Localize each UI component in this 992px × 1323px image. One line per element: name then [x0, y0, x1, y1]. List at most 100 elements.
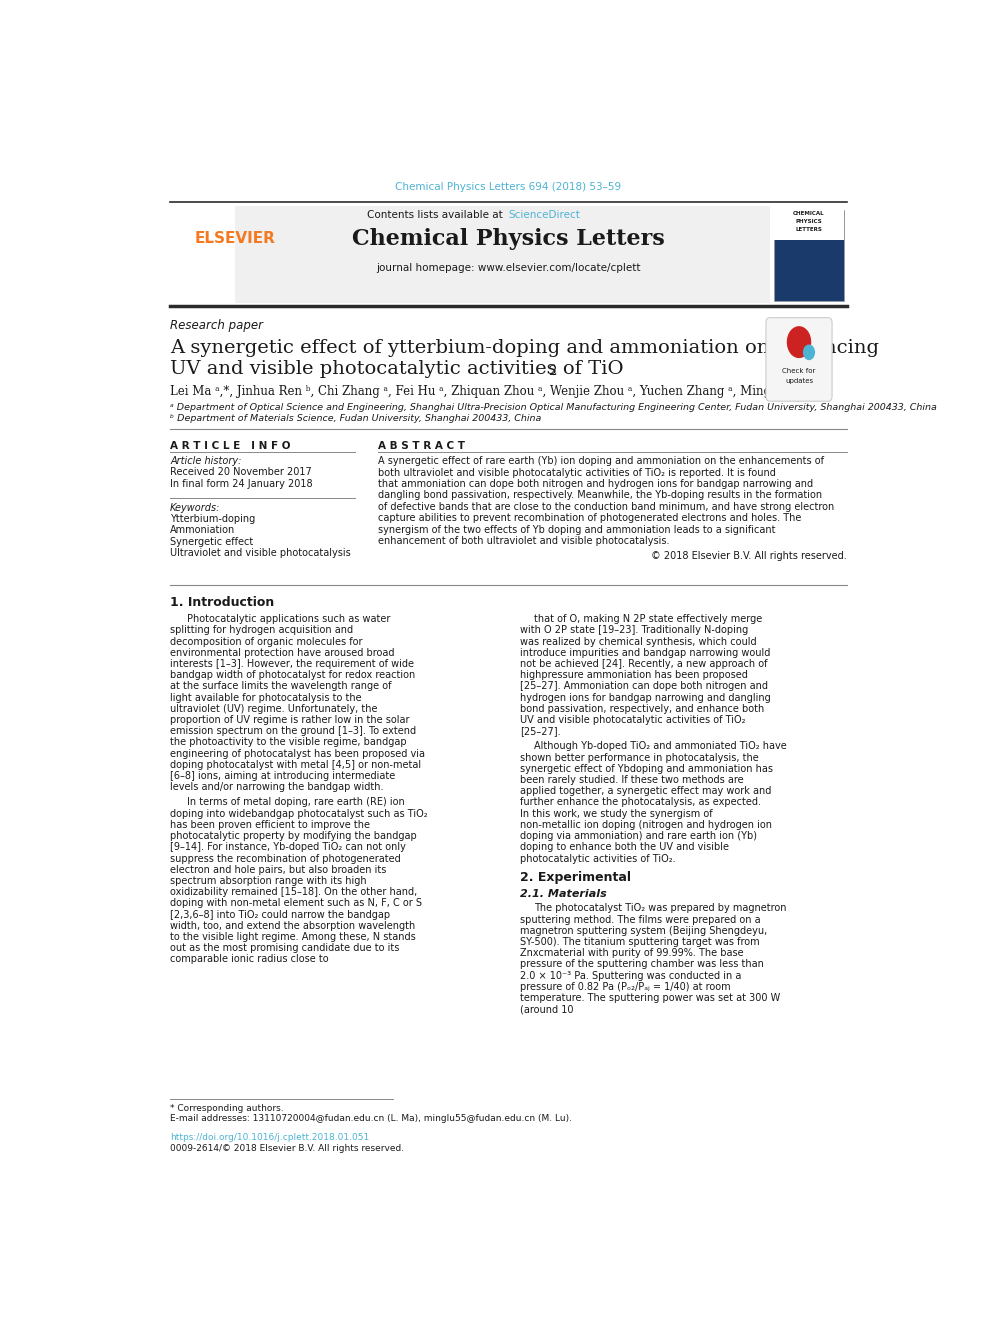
Text: hydrogen ions for bandgap narrowing and dangling: hydrogen ions for bandgap narrowing and …: [520, 692, 771, 703]
Text: ultraviolet (UV) regime. Unfortunately, the: ultraviolet (UV) regime. Unfortunately, …: [171, 704, 378, 714]
Text: not be achieved [24]. Recently, a new approach of: not be achieved [24]. Recently, a new ap…: [520, 659, 768, 669]
Text: synergism of the two effects of Yb doping and ammoniation leads to a significant: synergism of the two effects of Yb dopin…: [378, 525, 775, 534]
Text: spectrum absorption range with its high: spectrum absorption range with its high: [171, 876, 367, 886]
Text: photocatalytic property by modifying the bandgap: photocatalytic property by modifying the…: [171, 831, 417, 841]
Text: * Corresponding authors.: * Corresponding authors.: [171, 1105, 284, 1113]
Text: dangling bond passivation, respectively. Meanwhile, the Yb-doping results in the: dangling bond passivation, respectively.…: [378, 491, 821, 500]
Text: E-mail addresses: 13110720004@fudan.edu.cn (L. Ma), minglu55@fudan.edu.cn (M. Lu: E-mail addresses: 13110720004@fudan.edu.…: [171, 1114, 572, 1123]
Text: LETTERS: LETTERS: [796, 228, 822, 232]
Text: decomposition of organic molecules for: decomposition of organic molecules for: [171, 636, 363, 647]
Text: ELSEVIER: ELSEVIER: [194, 230, 276, 246]
Text: environmental protection have aroused broad: environmental protection have aroused br…: [171, 648, 395, 658]
Text: Chemical Physics Letters 694 (2018) 53–59: Chemical Physics Letters 694 (2018) 53–5…: [396, 183, 621, 192]
Text: [2,3,6–8] into TiO₂ could narrow the bandgap: [2,3,6–8] into TiO₂ could narrow the ban…: [171, 909, 390, 919]
FancyBboxPatch shape: [774, 209, 844, 302]
Text: In terms of metal doping, rare earth (RE) ion: In terms of metal doping, rare earth (RE…: [187, 798, 405, 807]
Text: doping into widebandgap photocatalyst such as TiO₂: doping into widebandgap photocatalyst su…: [171, 808, 428, 819]
Text: journal homepage: www.elsevier.com/locate/cplett: journal homepage: www.elsevier.com/locat…: [376, 263, 641, 273]
Text: both ultraviolet and visible photocatalytic activities of TiO₂ is reported. It i: both ultraviolet and visible photocataly…: [378, 467, 776, 478]
Text: shown better performance in photocatalysis, the: shown better performance in photocatalys…: [520, 753, 759, 762]
FancyBboxPatch shape: [235, 205, 770, 303]
Text: updates: updates: [785, 378, 813, 384]
Text: 2. Experimental: 2. Experimental: [520, 871, 631, 884]
Text: Although Yb-doped TiO₂ and ammoniated TiO₂ have: Although Yb-doped TiO₂ and ammoniated Ti…: [534, 741, 787, 751]
Text: Ultraviolet and visible photocatalysis: Ultraviolet and visible photocatalysis: [171, 548, 351, 558]
Text: A R T I C L E   I N F O: A R T I C L E I N F O: [171, 441, 291, 451]
Text: sputtering method. The films were prepared on a: sputtering method. The films were prepar…: [520, 914, 761, 925]
Text: [6–8] ions, aiming at introducing intermediate: [6–8] ions, aiming at introducing interm…: [171, 771, 396, 781]
Text: In this work, we study the synergism of: In this work, we study the synergism of: [520, 808, 712, 819]
Text: interests [1–3]. However, the requirement of wide: interests [1–3]. However, the requiremen…: [171, 659, 414, 669]
Text: Check for: Check for: [783, 368, 815, 373]
Text: CHEMICAL: CHEMICAL: [794, 210, 824, 216]
Text: doping to enhance both the UV and visible: doping to enhance both the UV and visibl…: [520, 843, 729, 852]
Text: A B S T R A C T: A B S T R A C T: [378, 441, 464, 451]
Text: Synergetic effect: Synergetic effect: [171, 537, 253, 546]
Text: applied together, a synergetic effect may work and: applied together, a synergetic effect ma…: [520, 786, 772, 796]
Text: In final form 24 January 2018: In final form 24 January 2018: [171, 479, 312, 488]
Text: oxidizability remained [15–18]. On the other hand,: oxidizability remained [15–18]. On the o…: [171, 888, 418, 897]
Text: 2.1. Materials: 2.1. Materials: [520, 889, 607, 900]
Text: at the surface limits the wavelength range of: at the surface limits the wavelength ran…: [171, 681, 392, 692]
Text: doping with non-metal element such as N, F, C or S: doping with non-metal element such as N,…: [171, 898, 423, 909]
Circle shape: [788, 327, 810, 357]
Text: proportion of UV regime is rather low in the solar: proportion of UV regime is rather low in…: [171, 714, 410, 725]
Text: 2.0 × 10⁻³ Pa. Sputtering was conducted in a: 2.0 × 10⁻³ Pa. Sputtering was conducted …: [520, 971, 741, 980]
Text: 2: 2: [549, 365, 557, 377]
Text: https://doi.org/10.1016/j.cplett.2018.01.051: https://doi.org/10.1016/j.cplett.2018.01…: [171, 1132, 369, 1142]
Text: splitting for hydrogen acquisition and: splitting for hydrogen acquisition and: [171, 626, 353, 635]
Text: electron and hole pairs, but also broaden its: electron and hole pairs, but also broade…: [171, 865, 387, 875]
Text: (around 10: (around 10: [520, 1004, 573, 1015]
Text: enhancement of both ultraviolet and visible photocatalysis.: enhancement of both ultraviolet and visi…: [378, 536, 670, 546]
Circle shape: [804, 345, 814, 360]
Text: Ammoniation: Ammoniation: [171, 525, 235, 536]
Text: been rarely studied. If these two methods are: been rarely studied. If these two method…: [520, 775, 744, 785]
Text: to the visible light regime. Among these, N stands: to the visible light regime. Among these…: [171, 931, 416, 942]
Text: engineering of photocatalyst has been proposed via: engineering of photocatalyst has been pr…: [171, 749, 426, 758]
Text: width, too, and extend the absorption wavelength: width, too, and extend the absorption wa…: [171, 921, 416, 931]
Text: further enhance the photocatalysis, as expected.: further enhance the photocatalysis, as e…: [520, 798, 761, 807]
Text: out as the most promising candidate due to its: out as the most promising candidate due …: [171, 943, 400, 953]
Text: ᵇ Department of Materials Science, Fudan University, Shanghai 200433, China: ᵇ Department of Materials Science, Fudan…: [171, 414, 542, 423]
Text: levels and/or narrowing the bandgap width.: levels and/or narrowing the bandgap widt…: [171, 782, 384, 792]
Text: pressure of 0.82 Pa (Pₒ₂/Pₐⱼ = 1/40) at room: pressure of 0.82 Pa (Pₒ₂/Pₐⱼ = 1/40) at …: [520, 982, 730, 992]
Text: has been proven efficient to improve the: has been proven efficient to improve the: [171, 820, 370, 830]
Text: emission spectrum on the ground [1–3]. To extend: emission spectrum on the ground [1–3]. T…: [171, 726, 417, 736]
Text: introduce impurities and bandgap narrowing would: introduce impurities and bandgap narrowi…: [520, 648, 771, 658]
Text: A synergetic effect of ytterbium-doping and ammoniation on enhancing: A synergetic effect of ytterbium-doping …: [171, 339, 879, 357]
Text: suppress the recombination of photogenerated: suppress the recombination of photogener…: [171, 853, 401, 864]
Text: bandgap width of photocatalyst for redox reaction: bandgap width of photocatalyst for redox…: [171, 671, 416, 680]
FancyBboxPatch shape: [774, 209, 844, 241]
Text: Photocatalytic applications such as water: Photocatalytic applications such as wate…: [187, 614, 391, 624]
Text: Chemical Physics Letters: Chemical Physics Letters: [352, 228, 665, 250]
Text: [9–14]. For instance, Yb-doped TiO₂ can not only: [9–14]. For instance, Yb-doped TiO₂ can …: [171, 843, 406, 852]
Text: PHYSICS: PHYSICS: [796, 218, 822, 224]
Text: Znxcmaterial with purity of 99.99%. The base: Znxcmaterial with purity of 99.99%. The …: [520, 949, 744, 958]
Text: synergetic effect of Ybdoping and ammoniation has: synergetic effect of Ybdoping and ammoni…: [520, 763, 773, 774]
Text: 1. Introduction: 1. Introduction: [171, 595, 275, 609]
Text: Contents lists available at: Contents lists available at: [367, 209, 506, 220]
Text: Research paper: Research paper: [171, 319, 263, 332]
Text: of defective bands that are close to the conduction band minimum, and have stron: of defective bands that are close to the…: [378, 501, 834, 512]
Text: light available for photocatalysis to the: light available for photocatalysis to th…: [171, 692, 362, 703]
Text: photocatalytic activities of TiO₂.: photocatalytic activities of TiO₂.: [520, 853, 676, 864]
Text: The photocatalyst TiO₂ was prepared by magnetron: The photocatalyst TiO₂ was prepared by m…: [534, 904, 787, 913]
Text: SY-500). The titanium sputtering target was from: SY-500). The titanium sputtering target …: [520, 937, 760, 947]
Text: that of O, making N 2P state effectively merge: that of O, making N 2P state effectively…: [534, 614, 762, 624]
Text: [25–27]. Ammoniation can dope both nitrogen and: [25–27]. Ammoniation can dope both nitro…: [520, 681, 768, 692]
Text: highpressure ammoniation has been proposed: highpressure ammoniation has been propos…: [520, 671, 748, 680]
Text: [25–27].: [25–27].: [520, 726, 560, 736]
Text: © 2018 Elsevier B.V. All rights reserved.: © 2018 Elsevier B.V. All rights reserved…: [651, 550, 847, 561]
Text: ScienceDirect: ScienceDirect: [509, 209, 580, 220]
Text: Lei Ma ᵃ,*, Jinhua Ren ᵇ, Chi Zhang ᵃ, Fei Hu ᵃ, Zhiquan Zhou ᵃ, Wenjie Zhou ᵃ, : Lei Ma ᵃ,*, Jinhua Ren ᵇ, Chi Zhang ᵃ, F…: [171, 385, 808, 398]
Text: comparable ionic radius close to: comparable ionic radius close to: [171, 954, 328, 964]
Text: temperature. The sputtering power was set at 300 W: temperature. The sputtering power was se…: [520, 994, 780, 1003]
Text: A synergetic effect of rare earth (Yb) ion doping and ammoniation on the enhance: A synergetic effect of rare earth (Yb) i…: [378, 456, 823, 466]
Text: doping photocatalyst with metal [4,5] or non-metal: doping photocatalyst with metal [4,5] or…: [171, 759, 422, 770]
Text: pressure of the sputtering chamber was less than: pressure of the sputtering chamber was l…: [520, 959, 764, 970]
Text: Ytterbium-doping: Ytterbium-doping: [171, 515, 255, 524]
Text: Article history:: Article history:: [171, 456, 241, 466]
Text: UV and visible photocatalytic activities of TiO₂: UV and visible photocatalytic activities…: [520, 714, 745, 725]
Text: was realized by chemical synthesis, which could: was realized by chemical synthesis, whic…: [520, 636, 757, 647]
Text: magnetron sputtering system (Beijing Shengdeyu,: magnetron sputtering system (Beijing She…: [520, 926, 767, 935]
